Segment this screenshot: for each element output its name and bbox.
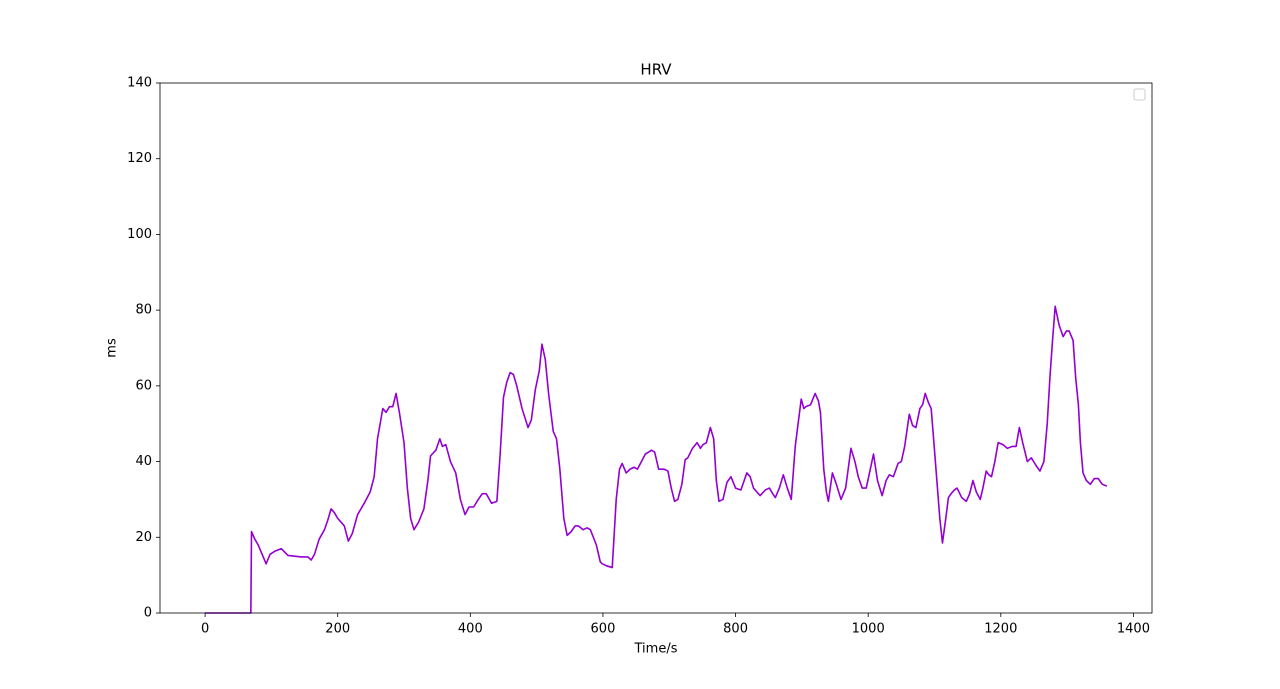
y-tick-label: 20 bbox=[135, 530, 152, 545]
x-tick-label: 0 bbox=[201, 622, 209, 637]
y-tick-label: 120 bbox=[127, 151, 152, 166]
y-tick-label: 40 bbox=[135, 454, 152, 469]
line bbox=[205, 305, 1108, 614]
x-axis-label: Time/s bbox=[634, 642, 678, 657]
y-tick-label: 0 bbox=[144, 606, 152, 621]
x-tick-label: 800 bbox=[723, 622, 748, 637]
x-tick-label: 400 bbox=[458, 622, 483, 637]
y-tick-label: 100 bbox=[127, 227, 152, 242]
x-tick-label: 1400 bbox=[1117, 622, 1150, 637]
x-tick-label: 600 bbox=[591, 622, 616, 637]
x-tick-label: 1000 bbox=[852, 622, 885, 637]
x-tick-label: 1200 bbox=[984, 622, 1017, 637]
plot-frame bbox=[159, 82, 1153, 614]
legend bbox=[1133, 88, 1146, 101]
chart-title: HRV bbox=[640, 61, 672, 79]
y-tick-label: 80 bbox=[135, 303, 152, 318]
x-tick-label: 200 bbox=[325, 622, 350, 637]
y-tick-label: 60 bbox=[135, 378, 152, 393]
y-axis-label: ms bbox=[105, 338, 120, 358]
y-tick-label: 140 bbox=[127, 76, 152, 91]
